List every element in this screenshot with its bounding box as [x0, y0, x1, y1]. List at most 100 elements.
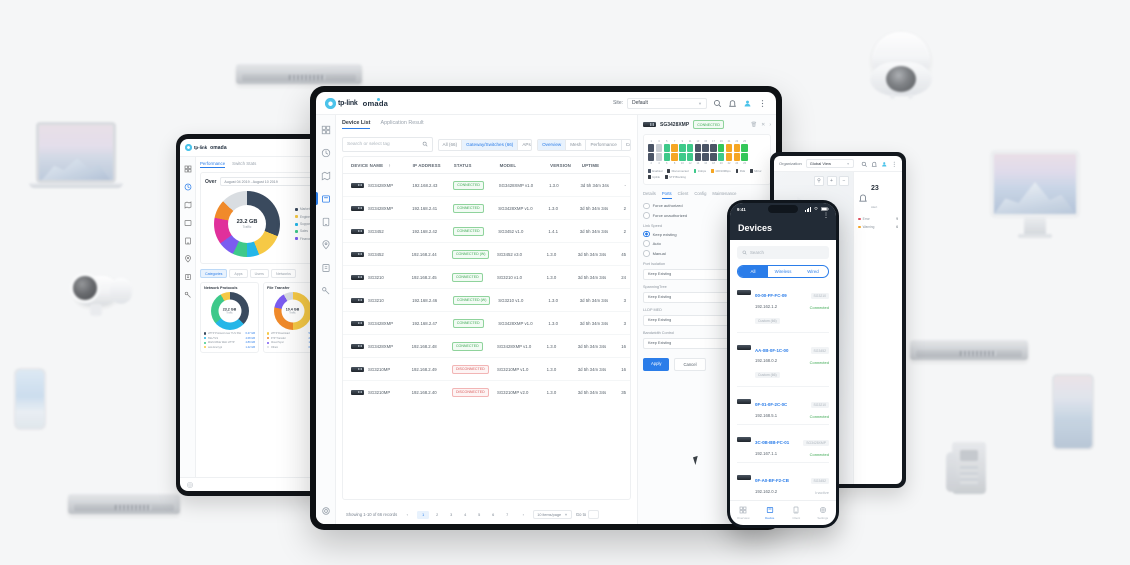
port-indicator[interactable] — [694, 144, 702, 152]
port-indicator[interactable] — [725, 144, 733, 152]
tab-device-list[interactable]: Device List — [342, 120, 371, 129]
clients-icon[interactable] — [183, 236, 192, 245]
port-indicator[interactable] — [725, 153, 733, 161]
port-indicator[interactable] — [718, 144, 725, 152]
list-item[interactable]: 3C-0B-BB-FC-01 192.167.1.1 SG3428XMP Connec… — [737, 425, 829, 463]
bell-icon[interactable] — [871, 156, 878, 173]
filter-aps[interactable]: APs (66) — [522, 142, 531, 147]
page-number[interactable]: 1 — [417, 510, 430, 519]
port-indicator[interactable] — [679, 144, 686, 152]
devices-icon[interactable] — [183, 218, 192, 227]
devices-icon[interactable] — [320, 193, 331, 204]
goto-page[interactable]: Go to — [576, 510, 600, 519]
segment-all[interactable]: All — [738, 266, 768, 277]
subtab-users[interactable]: Users — [249, 269, 269, 278]
port-row-bottom[interactable] — [648, 153, 766, 161]
delete-icon[interactable]: 🗑 — [750, 121, 758, 128]
table-row[interactable]: SG3428XMP 192.168.2.47 CONNECTED SG3428XMP … — [343, 312, 630, 335]
kebab-menu-icon[interactable] — [758, 99, 767, 108]
device-filter-segments[interactable]: All Wireless Wired — [737, 265, 829, 278]
view-mesh[interactable]: Mesh — [566, 139, 587, 150]
table-row[interactable]: SG3428XMP 192.168.2.41 CONNECTED SG3428XMP … — [343, 197, 630, 220]
detail-tabs[interactable]: Details Ports Client Config Maintenance — [643, 191, 771, 199]
page-number[interactable]: 5 — [478, 512, 481, 517]
radio-keep-existing[interactable]: Keep existing — [643, 230, 771, 238]
list-item[interactable]: 00-00-FF-FC-09 192.162.1.2 Custom (66) SG32… — [737, 278, 829, 333]
tab-maintenance[interactable]: Maintenance — [712, 191, 737, 197]
port-indicator[interactable] — [741, 153, 748, 161]
table-row[interactable]: SG3428XMP 192.168.2.48 CONNECTED SG3428XMP … — [343, 335, 630, 358]
date-range-input[interactable]: August 04 2019 - August 10 2019 — [220, 177, 317, 186]
table-row[interactable]: SG3210 192.168.2.45 CONNECTED SG3210 v1.0 1.… — [343, 266, 630, 289]
view-overview[interactable]: Overview — [538, 139, 567, 150]
site-selector[interactable]: Site: Default ▼ — [613, 97, 707, 109]
column-device-name[interactable]: DEVICE NAME ↑ — [351, 162, 391, 168]
log-icon[interactable] — [320, 262, 331, 273]
user-avatar[interactable] — [881, 156, 888, 173]
chevron-right-icon[interactable]: › — [769, 121, 771, 128]
view-performance[interactable]: Performance — [586, 139, 622, 150]
dashboard-icon[interactable] — [183, 164, 192, 173]
port-indicator[interactable] — [663, 153, 670, 161]
page-number[interactable]: 3 — [450, 512, 453, 517]
device-type-filter[interactable]: All (66) Gateway/Switches (66) APs (66) — [437, 138, 533, 151]
port-indicator[interactable] — [686, 153, 694, 161]
tab-ports[interactable]: Ports — [661, 191, 672, 199]
user-avatar[interactable] — [743, 99, 752, 108]
port-indicator[interactable] — [702, 144, 709, 152]
view-config[interactable]: Config — [625, 142, 630, 147]
port-indicator[interactable] — [733, 153, 740, 161]
organization-select[interactable]: Global View ▼ — [805, 158, 854, 169]
subtab-networks[interactable]: Networks — [270, 269, 296, 278]
location-pin-icon[interactable] — [183, 254, 192, 263]
radio-force-authorized[interactable]: Force authorized — [643, 202, 771, 210]
page-number[interactable]: 6 — [492, 512, 495, 517]
radio-force-unauthorized[interactable]: Force unauthorized — [643, 212, 771, 219]
left-tablet-sidebar[interactable] — [180, 157, 196, 477]
content-tabs[interactable]: Device List Application Result — [342, 120, 631, 132]
port-indicator[interactable] — [679, 153, 686, 161]
tab-client[interactable]: Client — [677, 191, 689, 197]
map-controls[interactable]: ⚲ + − — [814, 176, 849, 186]
page-number[interactable]: 2 — [436, 512, 439, 517]
radio-manual[interactable]: Manual — [643, 250, 771, 257]
goto-input[interactable] — [588, 510, 600, 519]
page-size-select[interactable]: 10 items/page ▼ — [533, 510, 572, 519]
list-item[interactable]: 0F-A0-BF-F2-CB 192.162.0.2 SG3452 Inactive — [737, 463, 829, 500]
tab-overview[interactable]: Overview — [730, 506, 757, 520]
clients-icon[interactable] — [320, 216, 331, 227]
log-icon[interactable] — [183, 272, 192, 281]
tab-performance[interactable]: Performance — [200, 161, 226, 168]
port-indicator[interactable] — [671, 144, 678, 152]
kebab-menu-icon[interactable]: ⋮ — [823, 213, 829, 219]
search-input[interactable]: Search or select tag — [342, 137, 433, 152]
port-indicator[interactable] — [702, 153, 709, 161]
left-tablet-tabs[interactable]: Performance Switch Stats — [200, 161, 322, 168]
radio-auto[interactable]: Auto — [643, 240, 771, 248]
pagination[interactable]: Showing 1-10 of 66 records ‹ 1 2 3 4 5 6 7 › 1… — [342, 505, 631, 524]
tab-device[interactable]: Device — [757, 506, 784, 520]
port-indicator[interactable] — [733, 144, 740, 152]
zoom-out-button[interactable]: − — [839, 176, 849, 186]
port-indicator[interactable] — [655, 153, 663, 161]
segment-wireless[interactable]: Wireless — [774, 269, 792, 274]
dashboard-icon[interactable] — [320, 124, 331, 135]
table-row[interactable]: SG3452 192.168.2.42 CONNECTED SG3452 v1.0 1.… — [343, 220, 630, 243]
left-tablet-subtabs[interactable]: Categories Apps Users Networks — [200, 269, 322, 278]
filter-gateway-switches[interactable]: Gateway/Switches (66) — [462, 139, 519, 150]
site-select[interactable]: Default ▼ — [627, 97, 707, 109]
tab-switch-stats[interactable]: Switch Stats — [232, 161, 257, 166]
tab-config[interactable]: Config — [694, 191, 707, 197]
search-input[interactable]: Search — [737, 246, 829, 259]
port-indicator[interactable] — [655, 144, 663, 152]
tab-application-result[interactable]: Application Result — [380, 120, 424, 126]
port-row-top[interactable] — [648, 144, 766, 152]
statistics-icon[interactable] — [320, 147, 331, 158]
page-prev[interactable]: ‹ — [406, 512, 408, 517]
bell-icon[interactable] — [728, 99, 737, 108]
search-icon[interactable] — [713, 99, 722, 108]
port-indicator[interactable] — [741, 144, 748, 152]
apply-button[interactable]: Apply — [643, 357, 670, 371]
list-item[interactable]: 0F-01-0F-2C-0C 192.168.5.1 SG3210 Connected — [737, 387, 829, 425]
zoom-in-button[interactable]: + — [826, 176, 837, 186]
